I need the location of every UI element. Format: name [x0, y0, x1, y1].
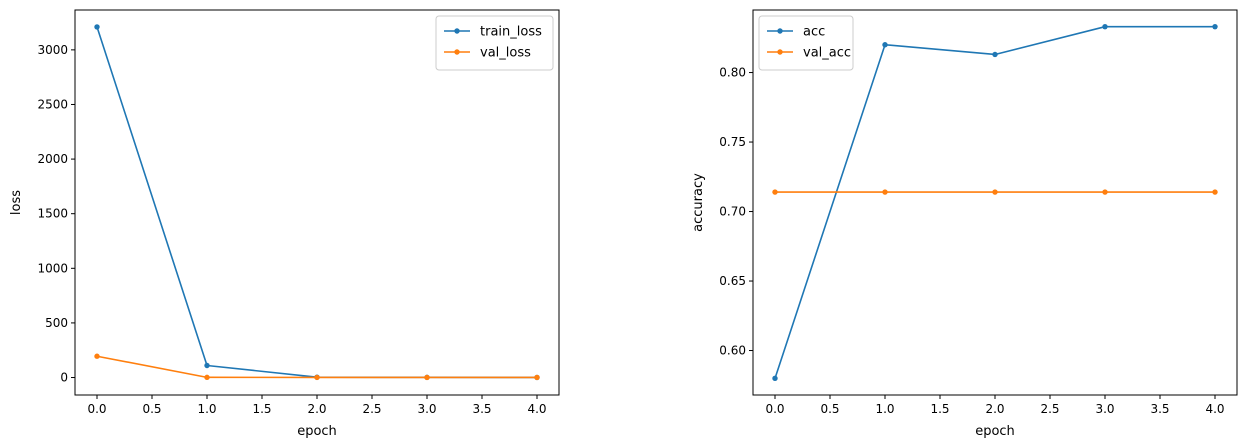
- x-tick-label: 2.0: [307, 402, 326, 416]
- legend-marker: [777, 49, 783, 55]
- accuracy-chart: 0.0 0.5 1.0 1.5 2.0 2.5 3.0 3.5 4.0 0.60 0.65 0.70 0…: [691, 9, 1238, 439]
- legend-label: val_acc: [803, 46, 851, 61]
- y-axis-label: accuracy: [691, 173, 706, 232]
- series-line-acc: [774, 25, 1215, 379]
- legend-marker: [454, 49, 460, 55]
- x-tick-label: 3.0: [1095, 402, 1114, 416]
- x-tick-label: 3.0: [417, 402, 436, 416]
- x-tick-label: 2.5: [362, 402, 381, 416]
- data-point-val_loss: [314, 374, 320, 381]
- x-tick-label: 4.0: [1205, 402, 1224, 416]
- data-point-acc: [1212, 23, 1218, 30]
- x-tick-label: 0.5: [142, 402, 161, 416]
- series-line-train_loss: [96, 26, 538, 379]
- data-point-train_loss: [204, 362, 210, 369]
- legend-marker: [777, 28, 783, 34]
- y-tick-label: 0: [60, 371, 68, 385]
- x-axis-label: epoch: [975, 424, 1015, 439]
- y-tick-label: 0.70: [719, 205, 746, 219]
- data-point-val_loss: [534, 374, 540, 381]
- y-tick-label: 1000: [37, 261, 68, 275]
- x-tick-label: 4.0: [527, 402, 546, 416]
- y-tick-label: 500: [45, 316, 68, 330]
- x-tick-label: 0.5: [820, 402, 839, 416]
- x-tick-label: 3.5: [1150, 402, 1169, 416]
- loss-chart: 0.0 0.5 1.0 1.5 2.0 2.5 3.0 3.5 4.0 0 500 1000 1500 2…: [9, 9, 560, 439]
- legend-label: train_loss: [480, 25, 542, 40]
- x-tick-label: 1.0: [875, 402, 894, 416]
- data-point-val_loss: [204, 374, 210, 381]
- legend-box: [758, 15, 854, 71]
- legend-label: acc: [803, 25, 825, 40]
- x-tick-label: 0.0: [765, 402, 784, 416]
- y-axis-label: loss: [9, 190, 24, 215]
- data-point-val_acc: [1102, 189, 1108, 195]
- y-tick-label: 0.80: [719, 66, 746, 80]
- legend: train_loss val_loss: [435, 15, 554, 71]
- y-tick-label: 0.65: [719, 274, 746, 288]
- data-point-val_loss: [424, 374, 430, 381]
- y-tick-label: 2000: [37, 152, 68, 166]
- y-tick-label: 1500: [37, 207, 68, 221]
- x-tick-label: 1.5: [252, 402, 271, 416]
- data-point-val_acc: [882, 189, 888, 195]
- series-line-val_loss: [96, 355, 537, 379]
- x-tick-label: 2.5: [1040, 402, 1059, 416]
- data-point-train_loss: [94, 24, 100, 30]
- data-point-acc: [1102, 23, 1108, 30]
- x-tick-label: 2.0: [985, 402, 1004, 416]
- y-tick-label: 2500: [37, 97, 68, 111]
- x-tick-label: 1.5: [930, 402, 949, 416]
- legend-marker: [454, 28, 460, 34]
- data-point-acc: [882, 42, 888, 48]
- x-tick-label: 1.0: [197, 402, 216, 416]
- data-point-acc: [992, 51, 998, 58]
- legend: acc val_acc: [758, 15, 854, 71]
- data-point-val_acc: [1212, 189, 1218, 195]
- y-tick-label: 0.60: [719, 344, 746, 358]
- x-tick-label: 3.5: [472, 402, 491, 416]
- x-axis-label: epoch: [297, 424, 337, 439]
- x-tick-label: 0.0: [87, 402, 106, 416]
- data-point-val_acc: [992, 189, 998, 195]
- data-point-val_acc: [772, 189, 778, 195]
- data-point-val_loss: [94, 353, 100, 359]
- y-tick-label: 0.75: [719, 135, 746, 149]
- legend-label: val_loss: [480, 46, 531, 61]
- legend-box: [435, 15, 554, 71]
- y-tick-label: 3000: [37, 43, 68, 57]
- data-point-acc: [772, 375, 778, 382]
